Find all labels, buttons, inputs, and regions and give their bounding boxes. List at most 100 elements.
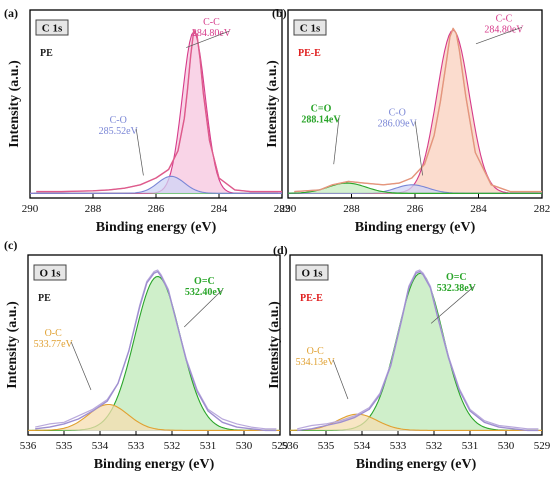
peak-area-c-o — [288, 183, 542, 194]
series-measured — [297, 269, 539, 430]
x-tick-label: 530 — [236, 440, 253, 452]
x-axis-label: Binding energy (eV) — [356, 457, 477, 472]
panel-a: 290 288 286 284 282 Binding energy (eV) Intens… — [4, 6, 290, 235]
x-tick-label: 290 — [22, 203, 39, 215]
plot-frame — [289, 254, 543, 436]
y-axis-label: Intensity (a.u.) — [5, 301, 20, 389]
x-tick-label: 529 — [272, 440, 289, 452]
panel-label: (b) — [272, 6, 287, 20]
panel-b: 290 288 286 284 282 Binding energy (eV) Intens… — [265, 6, 550, 235]
element-box — [35, 19, 69, 36]
series-fit — [35, 270, 277, 432]
peak-label-name: O-C — [45, 328, 63, 339]
peak-label-name: O=C — [194, 276, 215, 287]
x-tick-label: 533 — [128, 440, 145, 452]
x-tick-label: 536 — [20, 440, 37, 452]
x-tick-label: 535 — [318, 440, 335, 452]
x-tick-label: 290 — [280, 203, 297, 215]
peak-leader-line — [430, 285, 475, 324]
peak-curve-o-c — [28, 403, 280, 431]
peak-leader-line — [333, 117, 340, 165]
peak-label-name: C-C — [496, 13, 513, 24]
x-tick-label: 532 — [426, 440, 443, 452]
peak-curve-o-c — [290, 413, 542, 431]
panel-label: (c) — [4, 238, 17, 252]
peak-area-o-c — [28, 276, 280, 431]
element-box-label: C 1s — [300, 23, 321, 35]
series-measured — [294, 27, 542, 193]
x-tick-label: 531 — [462, 440, 479, 452]
peak-leader-line — [135, 128, 144, 176]
peak-label-name: C-O — [110, 115, 127, 126]
peak-area-c-c — [288, 30, 542, 194]
x-tick-label: 282 — [534, 203, 550, 215]
peak-label-name: C-O — [389, 107, 406, 118]
series-measured — [36, 29, 282, 193]
y-axis-label: Intensity (a.u.) — [7, 60, 22, 148]
x-tick-label: 288 — [85, 203, 102, 215]
panel-c: 536 535 534 533 532 531 530 529 Binding energy (… — [4, 238, 289, 472]
y-axis-label: Intensity (a.u.) — [267, 301, 282, 389]
sample-label: PE — [40, 48, 53, 59]
peak-leader-line — [332, 359, 349, 400]
y-axis-label: Intensity (a.u.) — [265, 60, 280, 148]
x-tick-label: 286 — [407, 203, 424, 215]
series-fit — [36, 29, 282, 193]
sample-label: PE-E — [298, 48, 321, 59]
peak-leader-line — [183, 289, 223, 328]
sample-label: PE — [38, 293, 51, 304]
panel-label: (d) — [273, 243, 288, 257]
peak-label-energy: 533.77eV — [34, 339, 74, 350]
series-measured — [35, 269, 277, 430]
x-tick-label: 286 — [148, 203, 165, 215]
element-box — [33, 264, 67, 281]
peak-area-o-c — [28, 404, 280, 431]
peak-curve-c-c — [30, 30, 282, 194]
panel-d: 536 535 534 533 532 531 530 529 Binding energy (… — [267, 243, 550, 472]
peak-leader-line — [70, 341, 92, 391]
peak-label-name: O-C — [307, 346, 325, 357]
x-tick-label: 532 — [164, 440, 181, 452]
peak-label-energy: 284.80eV — [484, 24, 524, 35]
peak-label-name: O=C — [446, 272, 467, 283]
x-tick-label: 533 — [390, 440, 407, 452]
element-box-label: O 1s — [39, 268, 61, 280]
x-tick-label: 536 — [282, 440, 299, 452]
peak-label-energy: 288.14eV — [301, 115, 341, 126]
x-axis-label: Binding energy (eV) — [94, 457, 215, 472]
peak-label-name: C-C — [203, 17, 220, 28]
x-tick-label: 284 — [470, 203, 487, 215]
peak-label-energy: 284.80eV — [192, 28, 232, 39]
x-tick-label: 535 — [56, 440, 73, 452]
peak-label-energy: 286.09eV — [378, 118, 418, 129]
x-tick-label: 529 — [534, 440, 550, 452]
element-box-label: O 1s — [301, 268, 323, 280]
peak-leader-line — [475, 26, 523, 45]
peak-label-energy: 532.38eV — [437, 283, 477, 294]
peak-label-energy: 534.13eV — [296, 357, 336, 368]
plot-frame — [27, 254, 281, 436]
peak-area-o-c — [290, 273, 542, 431]
x-tick-label: 534 — [354, 440, 371, 452]
series-fit — [297, 270, 539, 432]
peak-area-c-c — [30, 31, 282, 194]
x-axis-label: Binding energy (eV) — [96, 220, 217, 235]
peak-leader-line — [414, 121, 423, 176]
x-axis-label: Binding energy (eV) — [355, 220, 476, 235]
x-tick-label: 534 — [92, 440, 109, 452]
x-tick-label: 282 — [274, 203, 291, 215]
series-fit — [294, 27, 542, 193]
x-tick-label: 284 — [211, 203, 228, 215]
sample-label: PE-E — [300, 293, 323, 304]
panel-label: (a) — [4, 6, 18, 20]
element-box — [295, 264, 329, 281]
x-tick-label: 530 — [498, 440, 515, 452]
peak-label-name: C=O — [311, 104, 332, 115]
peak-curve-c-o — [30, 175, 282, 194]
x-tick-label: 531 — [200, 440, 217, 452]
peak-leader-line — [186, 30, 230, 48]
x-tick-label: 288 — [343, 203, 360, 215]
element-box — [293, 19, 327, 36]
